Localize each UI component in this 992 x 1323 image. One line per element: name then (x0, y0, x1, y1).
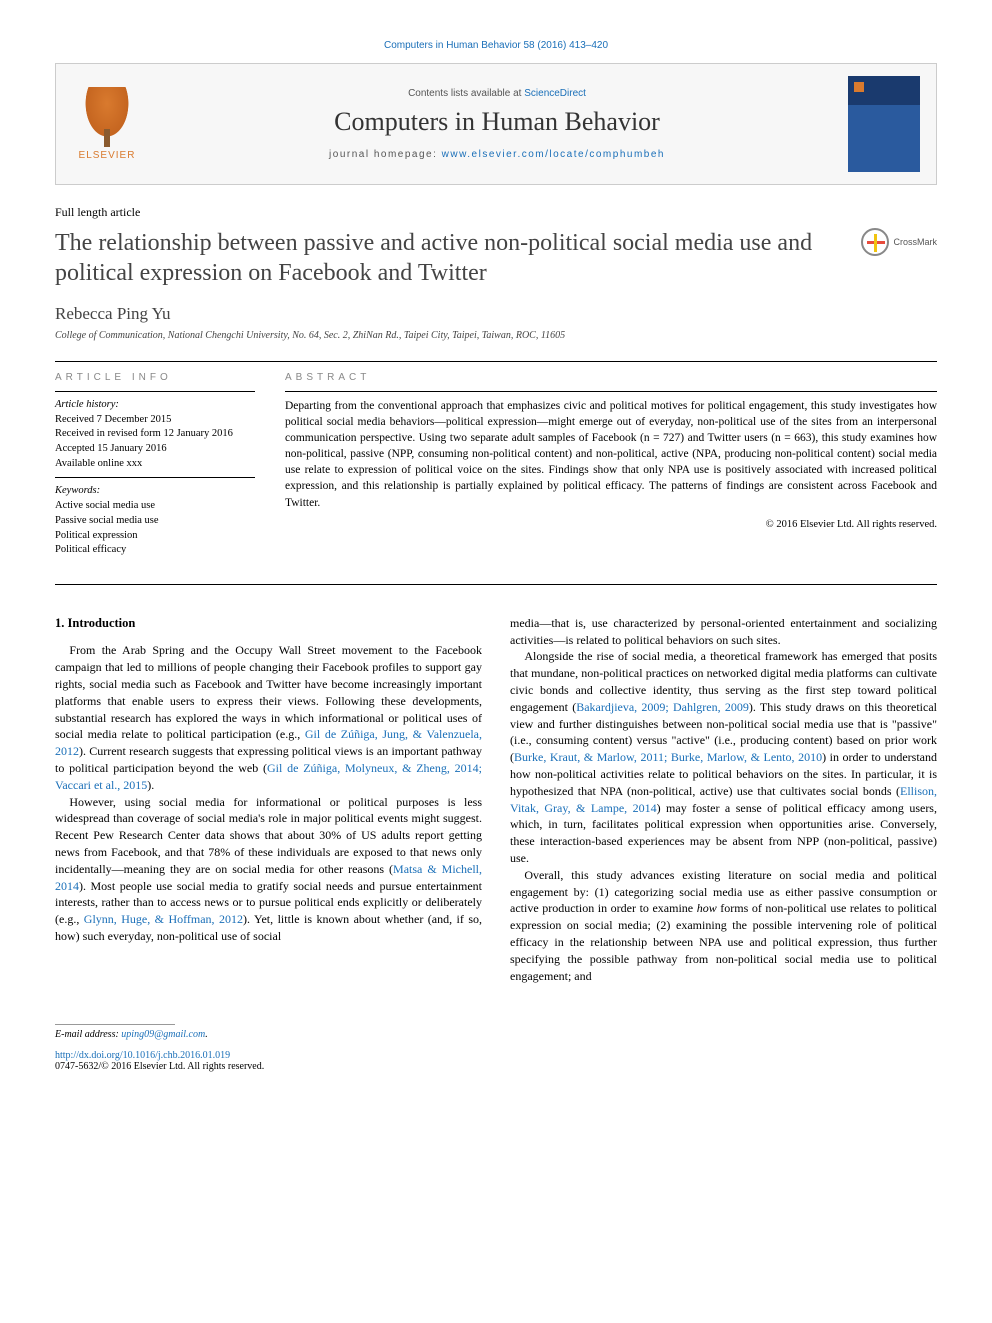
contents-list-line: Contents lists available at ScienceDirec… (162, 88, 832, 99)
body-paragraph: From the Arab Spring and the Occupy Wall… (55, 642, 482, 793)
journal-cover-thumbnail (848, 76, 920, 172)
author-affiliation: College of Communication, National Cheng… (55, 330, 937, 341)
contents-prefix: Contents lists available at (408, 88, 524, 99)
keywords-block: Keywords: Active social media use Passiv… (55, 478, 255, 563)
crossmark-badge[interactable]: CrossMark (861, 228, 937, 256)
issn-copyright: 0747-5632/© 2016 Elsevier Ltd. All right… (55, 1061, 937, 1072)
body-paragraph: Overall, this study advances existing li… (510, 867, 937, 985)
keyword-item: Political expression (55, 529, 255, 544)
article-type: Full length article (55, 205, 937, 220)
homepage-link[interactable]: www.elsevier.com/locate/comphumbeh (442, 149, 665, 160)
keyword-item: Active social media use (55, 499, 255, 514)
journal-name: Computers in Human Behavior (162, 107, 832, 137)
body-paragraph: Alongside the rise of social media, a th… (510, 648, 937, 866)
elsevier-tree-icon (82, 87, 132, 142)
body-paragraph: media—that is, use characterized by pers… (510, 615, 937, 649)
history-accepted: Accepted 15 January 2016 (55, 442, 255, 457)
publisher-name: ELSEVIER (79, 150, 136, 161)
keywords-label: Keywords: (55, 484, 255, 499)
email-link[interactable]: uping09@gmail.com (121, 1029, 205, 1040)
article-title: The relationship between passive and act… (55, 228, 841, 288)
body-paragraph: However, using social media for informat… (55, 794, 482, 945)
history-received: Received 7 December 2015 (55, 413, 255, 428)
citation-line: Computers in Human Behavior 58 (2016) 41… (55, 40, 937, 51)
sciencedirect-link[interactable]: ScienceDirect (524, 88, 586, 99)
history-revised: Received in revised form 12 January 2016 (55, 427, 255, 442)
citation-link[interactable]: Burke, Kraut, & Marlow, 2011; Burke, Mar… (514, 750, 822, 764)
page-footer: E-mail address: uping09@gmail.com. http:… (55, 1024, 937, 1072)
corresponding-email: E-mail address: uping09@gmail.com. (55, 1029, 937, 1040)
homepage-line: journal homepage: www.elsevier.com/locat… (162, 149, 832, 160)
keyword-item: Political efficacy (55, 543, 255, 558)
history-label: Article history: (55, 398, 255, 413)
doi-link[interactable]: http://dx.doi.org/10.1016/j.chb.2016.01.… (55, 1050, 230, 1061)
article-history: Article history: Received 7 December 201… (55, 392, 255, 477)
copyright-line: © 2016 Elsevier Ltd. All rights reserved… (285, 519, 937, 530)
citation-link[interactable]: Glynn, Huge, & Hoffman, 2012 (84, 912, 243, 926)
author-name: Rebecca Ping Yu (55, 304, 937, 324)
body-column-left: 1. Introduction From the Arab Spring and… (55, 615, 482, 985)
journal-header: ELSEVIER Contents lists available at Sci… (55, 63, 937, 185)
history-online: Available online xxx (55, 457, 255, 472)
body-column-right: media—that is, use characterized by pers… (510, 615, 937, 985)
keyword-item: Passive social media use (55, 514, 255, 529)
homepage-prefix: journal homepage: (329, 149, 442, 160)
crossmark-label: CrossMark (893, 237, 937, 247)
crossmark-icon (861, 228, 889, 256)
abstract-label: ABSTRACT (285, 362, 937, 391)
elsevier-logo: ELSEVIER (72, 84, 142, 164)
article-info-label: ARTICLE INFO (55, 362, 255, 391)
section-heading: 1. Introduction (55, 615, 482, 633)
abstract-text: Departing from the conventional approach… (285, 392, 937, 511)
citation-link[interactable]: Bakardjieva, 2009; Dahlgren, 2009 (576, 700, 749, 714)
